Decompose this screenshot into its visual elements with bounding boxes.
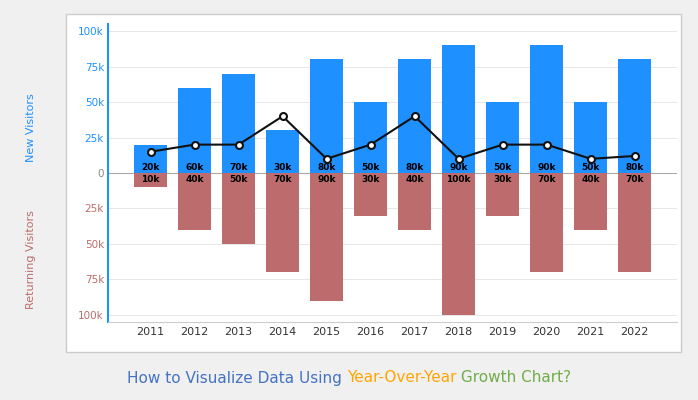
Text: Returning Visitors: Returning Visitors [27, 210, 36, 310]
Bar [266, 130, 299, 173]
Text: Growth Chart?: Growth Chart? [456, 370, 571, 386]
Point [189, 142, 200, 148]
Text: 30k: 30k [493, 175, 512, 184]
Text: Year-Over-Year: Year-Over-Year [347, 370, 456, 386]
Point [277, 113, 288, 120]
Text: 100k: 100k [447, 175, 471, 184]
Bar [398, 173, 431, 230]
Text: 10k: 10k [142, 175, 160, 184]
Point [365, 142, 376, 148]
Text: 50k: 50k [581, 162, 600, 172]
Text: 90k: 90k [450, 162, 468, 172]
Text: 70k: 70k [537, 175, 556, 184]
Point [585, 156, 596, 162]
Text: 30k: 30k [274, 162, 292, 172]
Text: 50k: 50k [230, 175, 248, 184]
Text: 70k: 70k [274, 175, 292, 184]
Point [453, 156, 464, 162]
Bar [134, 173, 167, 187]
Bar [442, 45, 475, 173]
Bar [618, 60, 651, 173]
Point [497, 142, 508, 148]
Text: 80k: 80k [625, 162, 644, 172]
Bar [530, 173, 563, 272]
Text: 70k: 70k [230, 162, 248, 172]
Text: 40k: 40k [185, 175, 204, 184]
Text: 40k: 40k [406, 175, 424, 184]
Point [409, 113, 420, 120]
Point [321, 156, 332, 162]
Text: 80k: 80k [318, 162, 336, 172]
Point [145, 148, 156, 155]
Bar [134, 145, 167, 173]
Text: 50k: 50k [493, 162, 512, 172]
Bar [354, 102, 387, 173]
Bar [354, 173, 387, 216]
Point [629, 153, 640, 159]
Bar [222, 74, 255, 173]
Text: 20k: 20k [142, 162, 160, 172]
Text: 90k: 90k [537, 162, 556, 172]
Point [233, 142, 244, 148]
Text: 40k: 40k [581, 175, 600, 184]
Point [541, 142, 552, 148]
Bar [310, 60, 343, 173]
Bar [178, 88, 211, 173]
Bar [178, 173, 211, 230]
Bar [442, 173, 475, 315]
Bar [574, 173, 607, 230]
Text: How to Visualize Data Using: How to Visualize Data Using [127, 370, 347, 386]
Text: 30k: 30k [362, 175, 380, 184]
Bar [530, 45, 563, 173]
Bar [310, 173, 343, 301]
Text: New Visitors: New Visitors [27, 94, 36, 162]
Text: 50k: 50k [362, 162, 380, 172]
Text: 90k: 90k [318, 175, 336, 184]
Bar [486, 173, 519, 216]
Bar [398, 60, 431, 173]
Text: 80k: 80k [406, 162, 424, 172]
Text: 70k: 70k [625, 175, 644, 184]
Bar [618, 173, 651, 272]
Bar [486, 102, 519, 173]
Bar [222, 173, 255, 244]
Bar [574, 102, 607, 173]
Bar [266, 173, 299, 272]
Text: 60k: 60k [186, 162, 204, 172]
